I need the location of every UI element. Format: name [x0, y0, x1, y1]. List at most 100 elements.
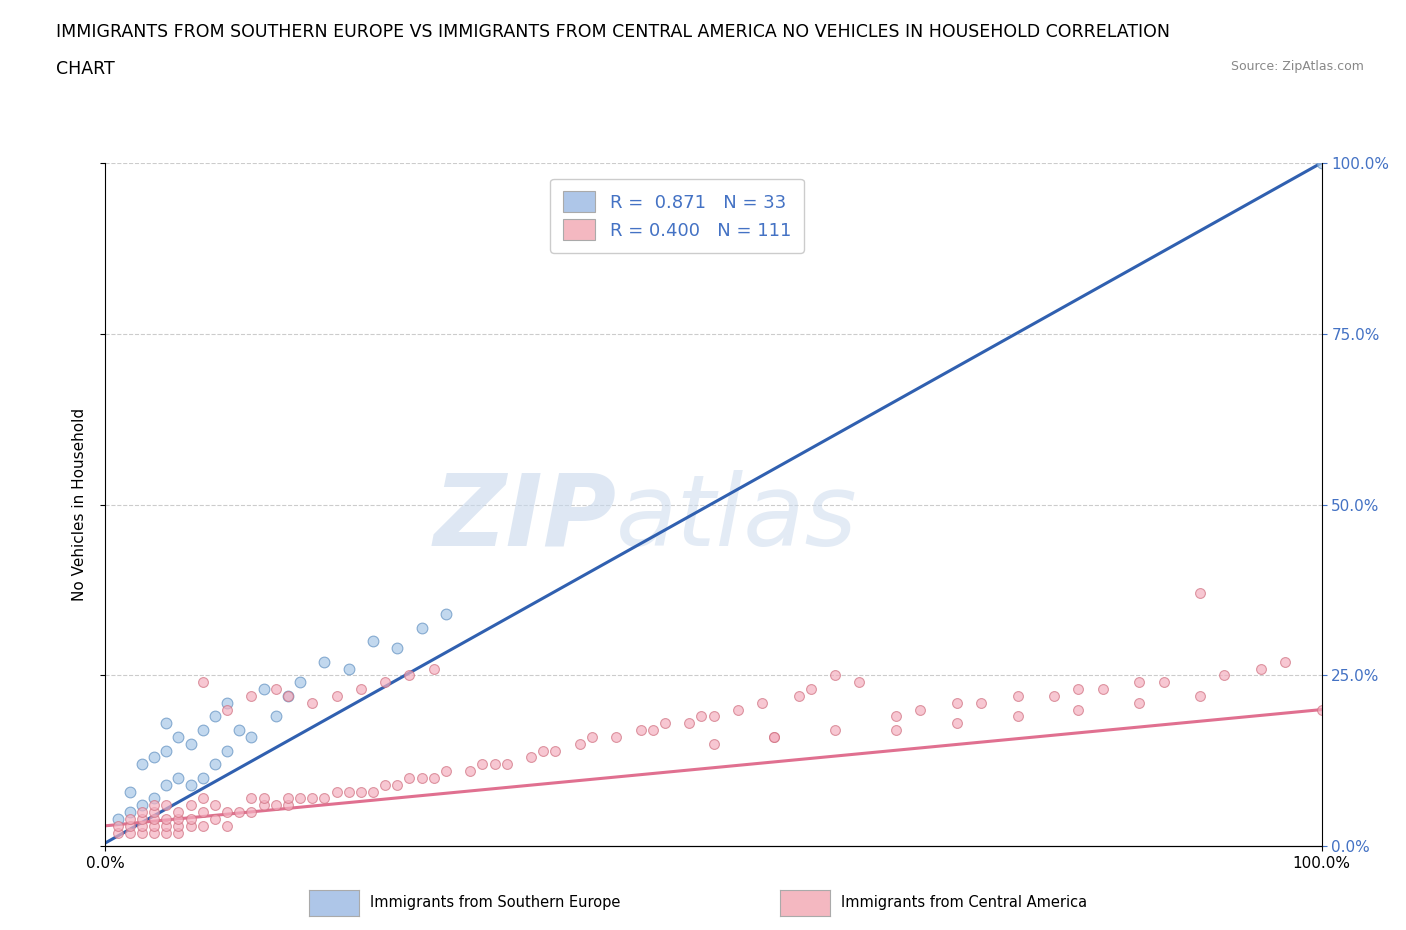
- Point: [1213, 668, 1236, 683]
- Point: [520, 750, 543, 764]
- Point: [544, 743, 567, 758]
- Point: [167, 818, 190, 833]
- Point: [945, 716, 967, 731]
- Point: [118, 804, 141, 819]
- Point: [1153, 675, 1175, 690]
- Point: [131, 818, 153, 833]
- Point: [131, 798, 153, 813]
- Point: [654, 716, 676, 731]
- Point: [763, 729, 786, 744]
- Point: [884, 723, 907, 737]
- Point: [411, 770, 433, 785]
- Point: [204, 812, 226, 827]
- Point: [167, 729, 190, 744]
- Point: [204, 798, 226, 813]
- Point: [702, 709, 725, 724]
- Point: [264, 798, 287, 813]
- Point: [702, 737, 725, 751]
- Point: [118, 784, 141, 799]
- Point: [240, 729, 263, 744]
- Point: [143, 825, 166, 840]
- Point: [1067, 702, 1090, 717]
- Text: ZIP: ZIP: [433, 470, 616, 566]
- Point: [1043, 688, 1066, 703]
- Point: [204, 757, 226, 772]
- Point: [1189, 586, 1212, 601]
- Point: [180, 818, 202, 833]
- Point: [240, 791, 263, 806]
- Point: [143, 791, 166, 806]
- Point: [155, 777, 177, 792]
- Point: [191, 770, 214, 785]
- Point: [361, 784, 384, 799]
- Legend: R =  0.871   N = 33, R = 0.400   N = 111: R = 0.871 N = 33, R = 0.400 N = 111: [550, 179, 804, 253]
- Point: [641, 723, 664, 737]
- Point: [423, 770, 446, 785]
- Text: Immigrants from Central America: Immigrants from Central America: [841, 895, 1087, 910]
- Point: [155, 825, 177, 840]
- Point: [167, 812, 190, 827]
- Point: [484, 757, 506, 772]
- Point: [325, 688, 347, 703]
- Point: [191, 804, 214, 819]
- Point: [131, 812, 153, 827]
- Point: [495, 757, 517, 772]
- Point: [252, 798, 274, 813]
- Y-axis label: No Vehicles in Household: No Vehicles in Household: [72, 408, 87, 601]
- Point: [1310, 155, 1333, 170]
- Point: [374, 675, 396, 690]
- Point: [107, 818, 129, 833]
- Point: [143, 812, 166, 827]
- Text: Immigrants from Southern Europe: Immigrants from Southern Europe: [370, 895, 620, 910]
- Point: [337, 784, 360, 799]
- Point: [180, 812, 202, 827]
- Point: [217, 804, 239, 819]
- Point: [325, 784, 347, 799]
- Point: [1310, 702, 1333, 717]
- Point: [143, 750, 166, 764]
- Point: [118, 812, 141, 827]
- Point: [605, 729, 627, 744]
- Point: [191, 818, 214, 833]
- Text: CHART: CHART: [56, 60, 115, 78]
- Point: [264, 682, 287, 697]
- Point: [228, 723, 250, 737]
- Point: [155, 743, 177, 758]
- Point: [387, 641, 409, 656]
- Point: [155, 818, 177, 833]
- Point: [751, 696, 773, 711]
- Point: [143, 804, 166, 819]
- Point: [884, 709, 907, 724]
- Point: [240, 804, 263, 819]
- Point: [252, 791, 274, 806]
- Point: [727, 702, 749, 717]
- Point: [398, 668, 420, 683]
- Point: [180, 737, 202, 751]
- Text: Source: ZipAtlas.com: Source: ZipAtlas.com: [1230, 60, 1364, 73]
- Point: [264, 709, 287, 724]
- Point: [180, 798, 202, 813]
- Point: [1189, 688, 1212, 703]
- Point: [374, 777, 396, 792]
- Point: [824, 723, 846, 737]
- Point: [131, 825, 153, 840]
- Point: [1007, 688, 1029, 703]
- Point: [848, 675, 870, 690]
- Point: [180, 777, 202, 792]
- Point: [204, 709, 226, 724]
- Point: [800, 682, 823, 697]
- Point: [824, 668, 846, 683]
- Point: [288, 675, 311, 690]
- Point: [217, 743, 239, 758]
- Point: [118, 825, 141, 840]
- Point: [763, 729, 786, 744]
- Point: [458, 764, 481, 778]
- Point: [155, 716, 177, 731]
- Point: [361, 634, 384, 649]
- Point: [155, 798, 177, 813]
- Point: [191, 791, 214, 806]
- Point: [131, 804, 153, 819]
- Point: [434, 606, 457, 621]
- Point: [398, 770, 420, 785]
- Point: [288, 791, 311, 806]
